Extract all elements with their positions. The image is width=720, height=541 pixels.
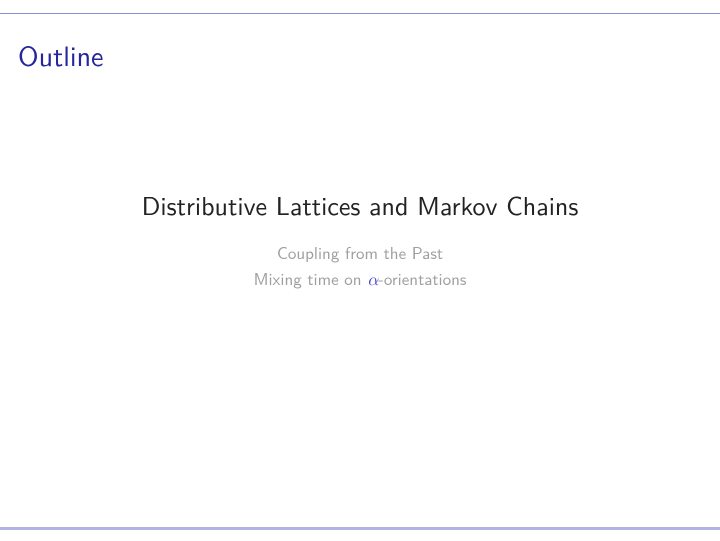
content-block: Distributive Lattices and Markov Chains … [0, 186, 720, 295]
subsection-line-2: Mixing time on α-orientations [0, 266, 720, 294]
top-rule [0, 13, 720, 14]
bottom-rule [0, 527, 720, 530]
frame-title: Outline [18, 34, 103, 75]
sub2-prefix: Mixing time on [254, 266, 368, 291]
alpha-symbol: α [367, 272, 378, 289]
sub2-suffix: -orientations [378, 266, 466, 291]
section-title: Distributive Lattices and Markov Chains [0, 186, 720, 224]
subsection-line-1: Coupling from the Past [0, 240, 720, 266]
